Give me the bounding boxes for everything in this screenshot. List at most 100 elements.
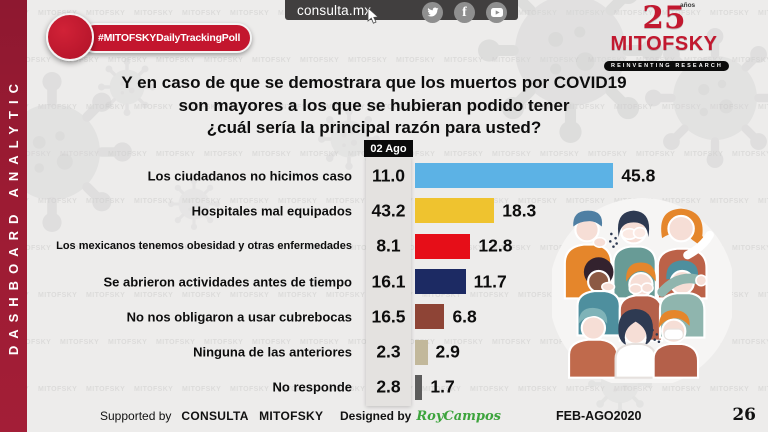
watermark-text: MITOFSKY [758,198,768,205]
topbar: consulta.mx f [285,0,518,24]
watermark-text: MITOFSKY [566,386,606,393]
watermark-text: MITOFSKY [60,57,100,64]
watermark-text: MITOFSKY [204,151,244,158]
bar-value: 12.8 [478,235,513,256]
designer-signature: RoyCampos [416,409,501,424]
watermark-text: MITOFSKY [134,10,174,17]
watermark-text: MITOFSKY [182,386,222,393]
watermark-text: MITOFSKY [662,10,702,17]
site-link[interactable]: consulta.mx [297,2,372,18]
watermark-text: MITOFSKY [374,104,414,111]
watermark-text: MITOFSKY [134,104,174,111]
designed-by-label: Designed by [340,409,412,423]
category-label: Los mexicanos tenemos obesidad y otras e… [56,240,352,253]
category-label: Los ciudadanos no hicimos caso [147,168,352,184]
watermark-text: MITOFSKY [230,104,270,111]
watermark-text: MITOFSKY [566,198,606,205]
supported-by: Supported by CONSULTA MITOFSKY [100,409,323,423]
question-title: Y en caso de que se demostrara que los m… [64,72,684,140]
watermark-text: MITOFSKY [662,386,702,393]
watermark-text: MITOFSKY [60,245,100,252]
watermark-text: MITOFSKY [230,386,270,393]
watermark-text: MITOFSKY [518,292,558,299]
category-label: Ninguna de las anteriores [193,344,352,360]
bar-value: 6.8 [452,306,477,327]
watermark-text: MITOFSKY [470,386,510,393]
watermark-text: MITOFSKY [710,10,750,17]
watermark-text: MITOFSKY [422,386,462,393]
logo-brand-name: MITOFSKY [610,33,718,55]
bar-value: 2.9 [435,341,460,362]
watermark-text: MITOFSKY [492,245,532,252]
watermark-text: MITOFSKY [396,151,436,158]
watermark-text: MITOFSKY [326,104,366,111]
watermark-text: MITOFSKY [540,245,580,252]
watermark-text: MITOFSKY [108,339,148,346]
watermark-text: MITOFSKY [758,10,768,17]
badge-circle-icon [46,13,94,61]
watermark-text: MITOFSKY [278,198,318,205]
question-line: Y en caso de que se demostrara que los m… [121,73,627,92]
watermark-text: MITOFSKY [252,151,292,158]
bar-value: 45.8 [621,165,656,186]
cursor-icon [367,7,380,24]
watermark-text: MITOFSKY [156,151,196,158]
watermark-text: MITOFSKY [182,10,222,17]
watermark-text: MITOFSKY [134,198,174,205]
chart-row: Los mexicanos tenemos obesidad y otras e… [0,229,768,264]
watermark-text: MITOFSKY [182,292,222,299]
youtube-icon[interactable] [486,1,507,23]
watermark-text: MITOFSKY [758,104,768,111]
watermark-text: MITOFSKY [252,57,292,64]
sidebar: DASHBOARD ANALYTIC [0,0,27,432]
watermark-text: MITOFSKY [422,104,462,111]
column-value: 11.0 [371,165,406,186]
mitofsky-logo: 25 años MITOFSKY REINVENTING RESEARCH [604,0,729,72]
watermark-text: MITOFSKY [710,386,750,393]
column-value: 2.8 [376,376,401,397]
supported-by-label: Supported by [100,409,172,423]
logo-anniversary-number: 25 [642,0,686,36]
category-label: No nos obligaron a usar cubrebocas [126,309,352,325]
designed-by: Designed by RoyCampos [340,409,501,424]
twitter-icon[interactable] [422,1,443,23]
watermark-text: MITOFSKY [588,151,628,158]
watermark-text: MITOFSKY [636,151,676,158]
watermark-text: MITOFSKY [252,245,292,252]
watermark-text: MITOFSKY [758,386,768,393]
bar [415,163,614,188]
date-column-strip [366,157,411,406]
watermark-text: MITOFSKY [348,57,388,64]
watermark-text: MITOFSKY [134,386,174,393]
watermark-text: MITOFSKY [470,104,510,111]
watermark-text: MITOFSKY [300,151,340,158]
bar-value: 18.3 [502,200,537,221]
watermark-text: MITOFSKY [662,198,702,205]
footer: Supported by CONSULTA MITOFSKY Designed b… [0,403,768,432]
watermark-text: MITOFSKY [230,292,270,299]
watermark-text: MITOFSKY [156,245,196,252]
watermark-text: MITOFSKY [540,339,580,346]
watermark-text: MITOFSKY [470,292,510,299]
watermark-text: MITOFSKY [86,386,126,393]
watermark-text: MITOFSKY [396,57,436,64]
watermark-text: MITOFSKY [518,104,558,111]
bar [415,198,495,224]
chart-row: Hospitales mal equipados 43.2 18.3 [0,193,768,228]
watermark-text: MITOFSKY [278,104,318,111]
bar-value: 1.7 [430,376,455,397]
bar [415,304,445,330]
sidebar-vertical-title: DASHBOARD ANALYTIC [6,76,21,356]
watermark-text: MITOFSKY [444,151,484,158]
facebook-icon[interactable]: f [454,1,475,23]
column-value: 2.3 [376,341,401,362]
watermark-text: MITOFSKY [12,245,52,252]
bar [415,268,466,294]
question-line: ¿cuál sería la principal razón para uste… [206,118,542,137]
watermark-text: MITOFSKY [326,386,366,393]
watermark-text: MITOFSKY [156,339,196,346]
watermark-text: MITOFSKY [732,151,768,158]
column-value: 16.1 [371,271,406,292]
watermark-text: MITOFSKY [204,245,244,252]
watermark-text: MITOFSKY [252,339,292,346]
